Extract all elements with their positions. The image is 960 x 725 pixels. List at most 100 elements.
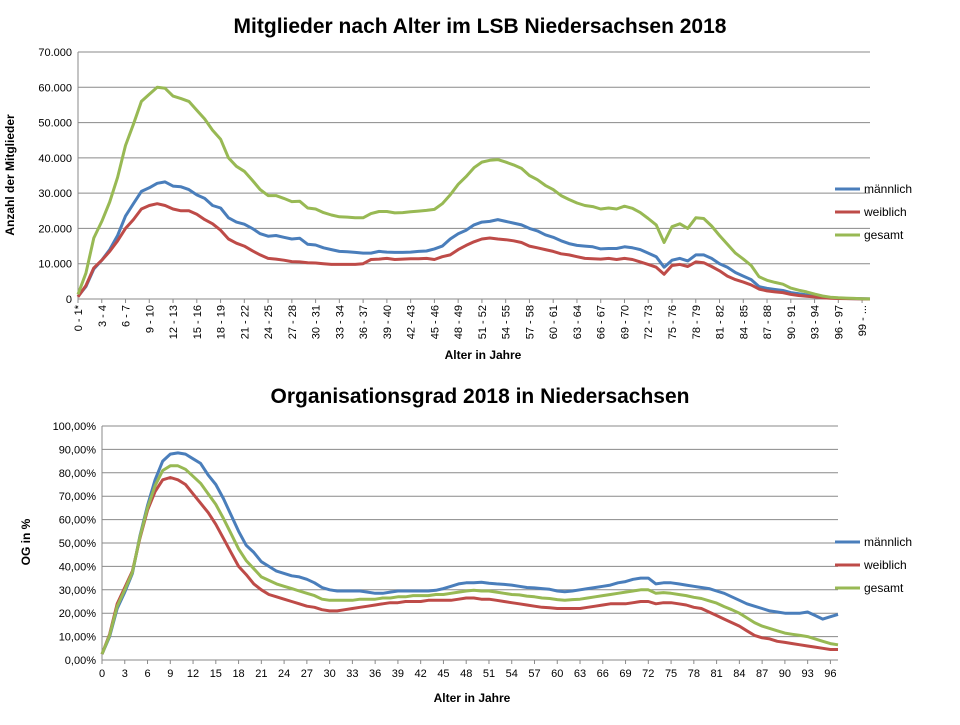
x-tick-label: 96 - 97 — [833, 305, 845, 339]
x-tick-label: 24 — [278, 668, 290, 680]
series-line-1 — [100, 451, 839, 655]
chart-title: Organisationsgrad 2018 in Niedersachsen — [271, 385, 690, 408]
series-line-2 — [100, 476, 838, 655]
x-tick-label: 15 — [210, 668, 222, 680]
legend-label: männlich — [864, 535, 912, 549]
x-tick-label: 0 - 1* — [73, 304, 85, 331]
x-tick-label: 51 — [483, 668, 495, 680]
x-tick-label: 90 — [779, 668, 791, 680]
x-tick-label: 93 — [802, 668, 814, 680]
x-tick-label: 27 - 28 — [287, 305, 299, 339]
x-tick-label: 12 - 13 — [168, 305, 180, 339]
x-tick-label: 30 — [324, 668, 336, 680]
y-tick-label: 40,00% — [59, 561, 97, 573]
x-tick-label: 45 - 46 — [429, 305, 441, 339]
y-tick-label: 30,00% — [59, 585, 97, 597]
x-tick-label: 3 - 4 — [97, 305, 109, 327]
x-tick-label: 6 — [144, 668, 150, 680]
x-tick-label: 15 - 16 — [192, 305, 204, 339]
x-tick-label: 72 — [642, 668, 654, 680]
y-tick-label: 30.000 — [38, 188, 72, 200]
x-tick-label: 54 - 55 — [501, 305, 513, 339]
x-tick-label: 27 — [301, 668, 313, 680]
y-tick-label: 20,00% — [59, 608, 97, 620]
x-tick-label: 51 - 52 — [477, 305, 489, 339]
y-tick-label: 60,00% — [59, 515, 97, 527]
x-tick-label: 39 - 40 — [382, 305, 394, 339]
y-tick-label: 0 — [66, 294, 72, 306]
x-tick-label: 78 — [688, 668, 700, 680]
x-tick-label: 54 — [506, 668, 518, 680]
x-tick-label: 42 - 43 — [406, 305, 418, 339]
x-tick-label: 45 — [437, 668, 449, 680]
x-tick-label: 39 — [392, 668, 404, 680]
x-tick-label: 75 — [665, 668, 677, 680]
x-tick-label: 21 — [255, 668, 267, 680]
x-tick-label: 21 - 22 — [239, 305, 251, 339]
y-tick-label: 10.000 — [38, 259, 72, 271]
x-axis-label: Alter in Jahre — [445, 348, 522, 362]
x-tick-label: 57 - 58 — [524, 305, 536, 339]
x-tick-label: 87 — [756, 668, 768, 680]
y-tick-label: 90,00% — [59, 444, 97, 456]
x-tick-label: 48 - 49 — [453, 305, 465, 339]
x-tick-label: 3 — [122, 668, 128, 680]
x-tick-label: 66 — [597, 668, 609, 680]
y-tick-label: 40.000 — [38, 153, 72, 165]
member-chart-svg: Mitglieder nach Alter im LSB Niedersachs… — [3, 15, 912, 362]
x-tick-label: 78 - 79 — [691, 305, 703, 339]
series-line-3 — [76, 85, 871, 301]
chart-title: Mitglieder nach Alter im LSB Niedersachs… — [234, 15, 727, 38]
x-tick-label: 33 - 34 — [334, 305, 346, 339]
x-tick-label: 81 - 82 — [715, 305, 727, 339]
legend-label: weiblich — [863, 558, 907, 572]
series-line-2 — [76, 202, 871, 301]
legend-label: weiblich — [863, 205, 907, 219]
x-tick-label: 48 — [460, 668, 472, 680]
x-tick-label: 63 — [574, 668, 586, 680]
og-chart: Organisationsgrad 2018 in Niedersachsen … — [0, 372, 960, 720]
x-tick-label: 90 - 91 — [786, 305, 798, 339]
legend-label: männlich — [864, 182, 912, 196]
y-tick-label: 70.000 — [38, 47, 72, 59]
y-tick-label: 50,00% — [59, 538, 97, 550]
y-tick-label: 0,00% — [65, 655, 96, 667]
x-tick-label: 63 - 64 — [572, 305, 584, 339]
x-tick-label: 84 — [733, 668, 745, 680]
y-tick-label: 50.000 — [38, 118, 72, 130]
x-tick-label: 6 - 7 — [121, 305, 133, 327]
og-chart-svg: Organisationsgrad 2018 in Niedersachsen … — [19, 385, 912, 705]
legend-label: gesamt — [864, 228, 904, 242]
x-tick-label: 18 — [232, 668, 244, 680]
member-chart: Mitglieder nach Alter im LSB Niedersachs… — [3, 15, 912, 362]
y-tick-label: 70,00% — [59, 491, 97, 503]
x-tick-label: 60 — [551, 668, 563, 680]
x-tick-label: 36 - 37 — [358, 305, 370, 339]
x-tick-label: 60 - 61 — [548, 305, 560, 339]
x-tick-label: 96 — [824, 668, 836, 680]
x-tick-label: 24 - 25 — [263, 305, 275, 339]
x-tick-label: 18 - 19 — [216, 305, 228, 339]
x-tick-label: 69 - 70 — [619, 305, 631, 339]
x-tick-label: 9 - 10 — [144, 305, 156, 333]
x-tick-label: 99 - ... — [857, 305, 869, 336]
x-tick-label: 33 — [346, 668, 358, 680]
x-tick-label: 57 — [528, 668, 540, 680]
x-tick-label: 69 — [619, 668, 631, 680]
x-tick-label: 12 — [187, 668, 199, 680]
x-tick-label: 42 — [415, 668, 427, 680]
x-tick-label: 30 - 31 — [311, 305, 323, 339]
y-axis-label: Anzahl der Mitglieder — [3, 114, 17, 236]
x-tick-label: 66 - 67 — [596, 305, 608, 339]
y-tick-label: 10,00% — [59, 632, 97, 644]
y-tick-label: 20.000 — [38, 223, 72, 235]
y-tick-label: 100,00% — [53, 421, 97, 433]
x-axis-label: Alter in Jahre — [434, 691, 511, 705]
y-tick-label: 80,00% — [59, 468, 97, 480]
x-tick-label: 0 — [99, 668, 105, 680]
x-tick-label: 84 - 85 — [738, 305, 750, 339]
series-line-3 — [100, 464, 839, 655]
series-line-1 — [76, 180, 871, 301]
x-tick-label: 93 - 94 — [810, 305, 822, 339]
y-tick-label: 60.000 — [38, 82, 72, 94]
